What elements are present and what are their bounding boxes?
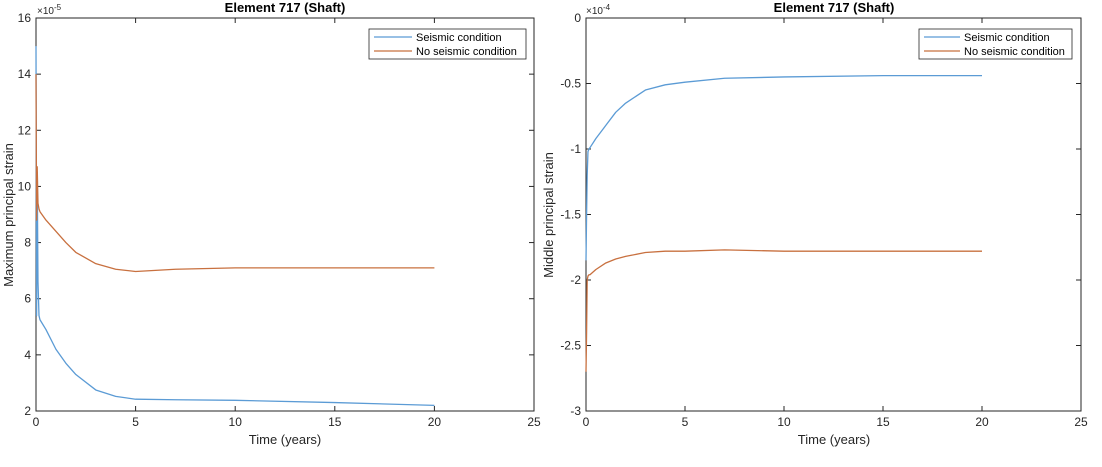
legend-label-no-seismic: No seismic condition bbox=[416, 46, 517, 58]
chart-right-multiplier: ×10-4 bbox=[586, 3, 611, 17]
series-line-seismic bbox=[585, 74, 982, 261]
chart-right-plot-area bbox=[585, 17, 1082, 412]
chart-left-ylabel: Maximum principal strain bbox=[1, 143, 16, 287]
legend-label-seismic: Seismic condition bbox=[964, 32, 1050, 44]
y-tick-label: -2 bbox=[570, 273, 581, 287]
y-tick-label: -2.5 bbox=[560, 339, 581, 353]
y-tick-label: 2 bbox=[24, 404, 31, 418]
series-line-no-seismic bbox=[585, 249, 982, 372]
chart-right-legend: Seismic condition No seismic condition bbox=[918, 28, 1073, 60]
x-tick-label: 15 bbox=[328, 415, 342, 429]
y-tick-label: -0.5 bbox=[560, 77, 581, 91]
legend-label-no-seismic: No seismic condition bbox=[964, 46, 1065, 58]
chart-left-multiplier: ×10-5 bbox=[37, 3, 62, 17]
chart-right-xlabel: Time (years) bbox=[798, 432, 870, 447]
chart-left-series bbox=[35, 46, 435, 407]
y-tick-label: 10 bbox=[18, 179, 32, 193]
chart-right-title: Element 717 (Shaft) bbox=[774, 0, 895, 15]
chart-right-ylabel: Middle principal strain bbox=[541, 152, 556, 278]
chart-left-plot-area bbox=[35, 17, 535, 412]
y-tick-label: 8 bbox=[24, 236, 31, 250]
chart-left: Element 717 (Shaft) ×10-5 0 5 10 15 20 25 2 4 6 8… bbox=[1, 0, 541, 447]
chart-left-xlabel: Time (years) bbox=[249, 432, 321, 447]
x-tick-label: 10 bbox=[229, 415, 243, 429]
y-tick-label: 4 bbox=[24, 348, 31, 362]
y-tick-label: 0 bbox=[574, 11, 581, 25]
chart-right-ticks: 0 5 10 15 20 25 -3 -2.5 -2 -1.5 -1 -0.5 0 bbox=[560, 11, 1088, 429]
y-tick-label: 14 bbox=[18, 67, 32, 81]
x-tick-label: 5 bbox=[682, 415, 689, 429]
x-tick-label: 15 bbox=[876, 415, 890, 429]
x-tick-label: 20 bbox=[975, 415, 989, 429]
y-tick-label: -3 bbox=[570, 404, 581, 418]
y-tick-label: -1.5 bbox=[560, 208, 581, 222]
chart-left-title: Element 717 (Shaft) bbox=[225, 0, 346, 15]
x-tick-label: 20 bbox=[428, 415, 442, 429]
chart-right: Element 717 (Shaft) ×10-4 0 5 10 15 20 25 -3 -2… bbox=[541, 0, 1088, 447]
series-line-no-seismic bbox=[35, 74, 435, 273]
x-tick-label: 0 bbox=[33, 415, 40, 429]
y-tick-label: 16 bbox=[18, 11, 32, 25]
x-tick-label: 25 bbox=[527, 415, 541, 429]
chart-left-legend: Seismic condition No seismic condition bbox=[368, 28, 527, 60]
x-tick-label: 10 bbox=[777, 415, 791, 429]
x-tick-label: 0 bbox=[583, 415, 590, 429]
chart-right-series bbox=[585, 74, 982, 372]
y-tick-label: 6 bbox=[24, 292, 31, 306]
x-tick-label: 25 bbox=[1074, 415, 1088, 429]
series-line-seismic bbox=[35, 46, 435, 407]
y-tick-label: -1 bbox=[570, 142, 581, 156]
legend-label-seismic: Seismic condition bbox=[416, 32, 502, 44]
chart-left-ticks: 0 5 10 15 20 25 2 4 6 8 10 12 14 16 bbox=[18, 11, 541, 429]
y-tick-label: 12 bbox=[18, 123, 32, 137]
x-tick-label: 5 bbox=[132, 415, 139, 429]
